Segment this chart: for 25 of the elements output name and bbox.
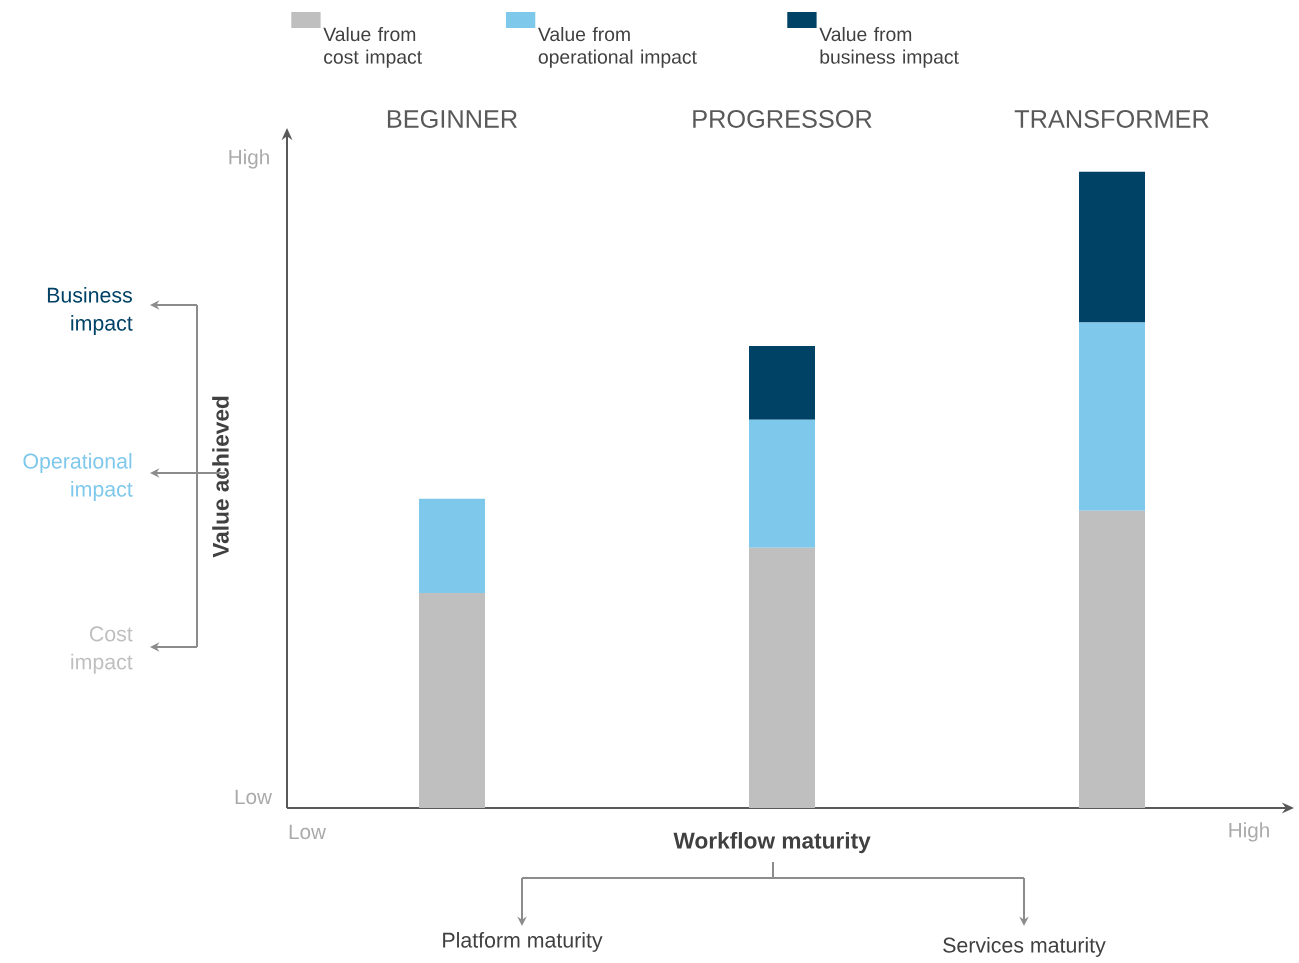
text: Cost impact <box>71 626 133 674</box>
text: Services maturity <box>943 937 1106 957</box>
text: Platform maturity <box>443 932 603 952</box>
text: Low <box>289 824 327 840</box>
text: High <box>229 149 269 169</box>
bar <box>749 547 816 808</box>
bar <box>1079 171 1146 323</box>
bar <box>419 592 486 808</box>
legend-label: Value from cost impact <box>323 26 422 68</box>
y-axis-title: Value achieved <box>212 396 229 558</box>
text: Operational impact <box>23 453 133 501</box>
text: Low <box>235 789 273 805</box>
x-axis-title: Workflow maturity <box>673 832 871 854</box>
legend-label: Value from operational impact <box>538 26 697 68</box>
legend-label: Value from business impact <box>819 26 959 68</box>
text: Business impact <box>47 287 133 335</box>
bar <box>419 498 486 593</box>
bar <box>1079 510 1146 808</box>
bar <box>1079 322 1146 511</box>
text: High <box>1229 822 1269 842</box>
bar <box>749 346 816 420</box>
x-tick-label: TRANSFORMER <box>1014 109 1209 128</box>
x-tick-label: PROGRESSOR <box>693 109 872 128</box>
bar <box>749 419 816 548</box>
x-tick-label: BEGINNER <box>387 109 517 128</box>
